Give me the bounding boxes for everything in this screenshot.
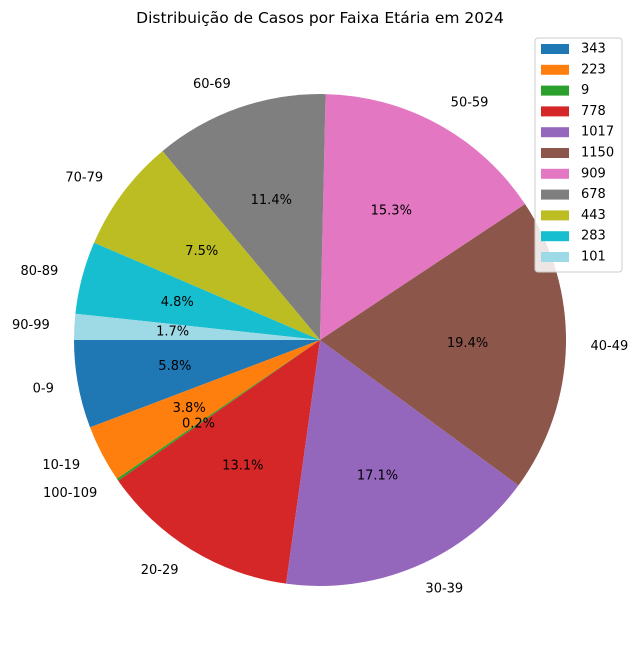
percent-label-0-9: 5.8% xyxy=(158,359,191,374)
legend-label: 678 xyxy=(581,187,606,202)
pie-slice-90-99 xyxy=(74,313,320,340)
legend-items: 343 223 9 778 1017 1150 909 678 443 283 101 xyxy=(541,42,614,265)
legend-label: 283 xyxy=(581,229,606,244)
pie-slice-50-59 xyxy=(320,94,526,340)
legend-label: 223 xyxy=(581,62,606,77)
category-label-70-79: 70-79 xyxy=(65,171,103,186)
pie-slice-40-49 xyxy=(320,204,566,486)
legend-swatch xyxy=(541,64,569,75)
legend-label: 343 xyxy=(581,42,606,57)
percent-label-60-69: 11.4% xyxy=(251,193,292,208)
category-label-80-89: 80-89 xyxy=(20,264,58,279)
legend-swatch xyxy=(541,85,569,96)
percent-label-50-59: 15.3% xyxy=(371,203,412,218)
category-label-40-49: 40-49 xyxy=(591,339,629,354)
legend: 343 223 9 778 1017 1150 909 678 443 283 101 xyxy=(534,37,623,273)
legend-swatch xyxy=(541,148,569,158)
percent-label-100-109: 0.2% xyxy=(182,416,215,431)
legend-swatch xyxy=(541,168,569,179)
category-label-10-19: 10-19 xyxy=(42,458,80,473)
percent-label-30-39: 17.1% xyxy=(357,468,398,483)
chart-title: Distribuição de Casos por Faixa Etária e… xyxy=(136,9,504,27)
pie-slice-20-29 xyxy=(118,340,320,584)
category-label-20-29: 20-29 xyxy=(141,563,179,578)
legend-label: 9 xyxy=(581,83,589,98)
category-label-90-99: 90-99 xyxy=(12,318,50,333)
percent-label-80-89: 4.8% xyxy=(161,295,194,310)
category-label-30-39: 30-39 xyxy=(425,582,463,597)
legend-swatch xyxy=(541,231,569,242)
percent-labels: 5.8% 3.8%0.2% 13.1% 17.1% 19.4% 15.3% 11.4% 7.5… xyxy=(156,193,488,483)
pie-slices xyxy=(74,94,566,586)
legend-swatch xyxy=(541,252,569,262)
legend-label: 909 xyxy=(581,166,606,181)
legend-label: 778 xyxy=(581,104,606,119)
category-label-100-109: 100-109 xyxy=(43,486,97,501)
legend-swatch xyxy=(541,210,569,221)
percent-label-90-99: 1.7% xyxy=(156,325,189,340)
percent-label-40-49: 19.4% xyxy=(447,336,488,351)
legend-label: 101 xyxy=(581,250,606,265)
pie-slice-10-19 xyxy=(90,340,321,479)
pie-slice-70-79 xyxy=(94,151,320,340)
legend-swatch xyxy=(541,44,569,54)
pie-slice-0-9 xyxy=(74,340,320,428)
category-label-50-59: 50-59 xyxy=(451,96,489,111)
pie-slice-60-69 xyxy=(162,94,326,340)
pie-slice-30-39 xyxy=(286,340,519,586)
legend-swatch xyxy=(541,189,569,200)
category-labels: 0-9 10-19 100-109 20-29 30-39 40-49 50-59 60-69… xyxy=(12,77,628,597)
legend-label: 443 xyxy=(581,208,606,223)
pie-slice-80-89 xyxy=(75,242,320,340)
percent-label-20-29: 13.1% xyxy=(222,458,263,473)
legend-label: 1150 xyxy=(581,146,614,161)
legend-swatch xyxy=(541,127,569,138)
percent-label-10-19: 3.8% xyxy=(173,401,206,416)
legend-label: 1017 xyxy=(581,125,614,140)
percent-label-70-79: 7.5% xyxy=(185,244,218,259)
category-label-0-9: 0-9 xyxy=(33,381,54,396)
pie-slice-100-109 xyxy=(116,340,320,481)
category-label-60-69: 60-69 xyxy=(193,77,231,92)
legend-swatch xyxy=(541,106,569,117)
